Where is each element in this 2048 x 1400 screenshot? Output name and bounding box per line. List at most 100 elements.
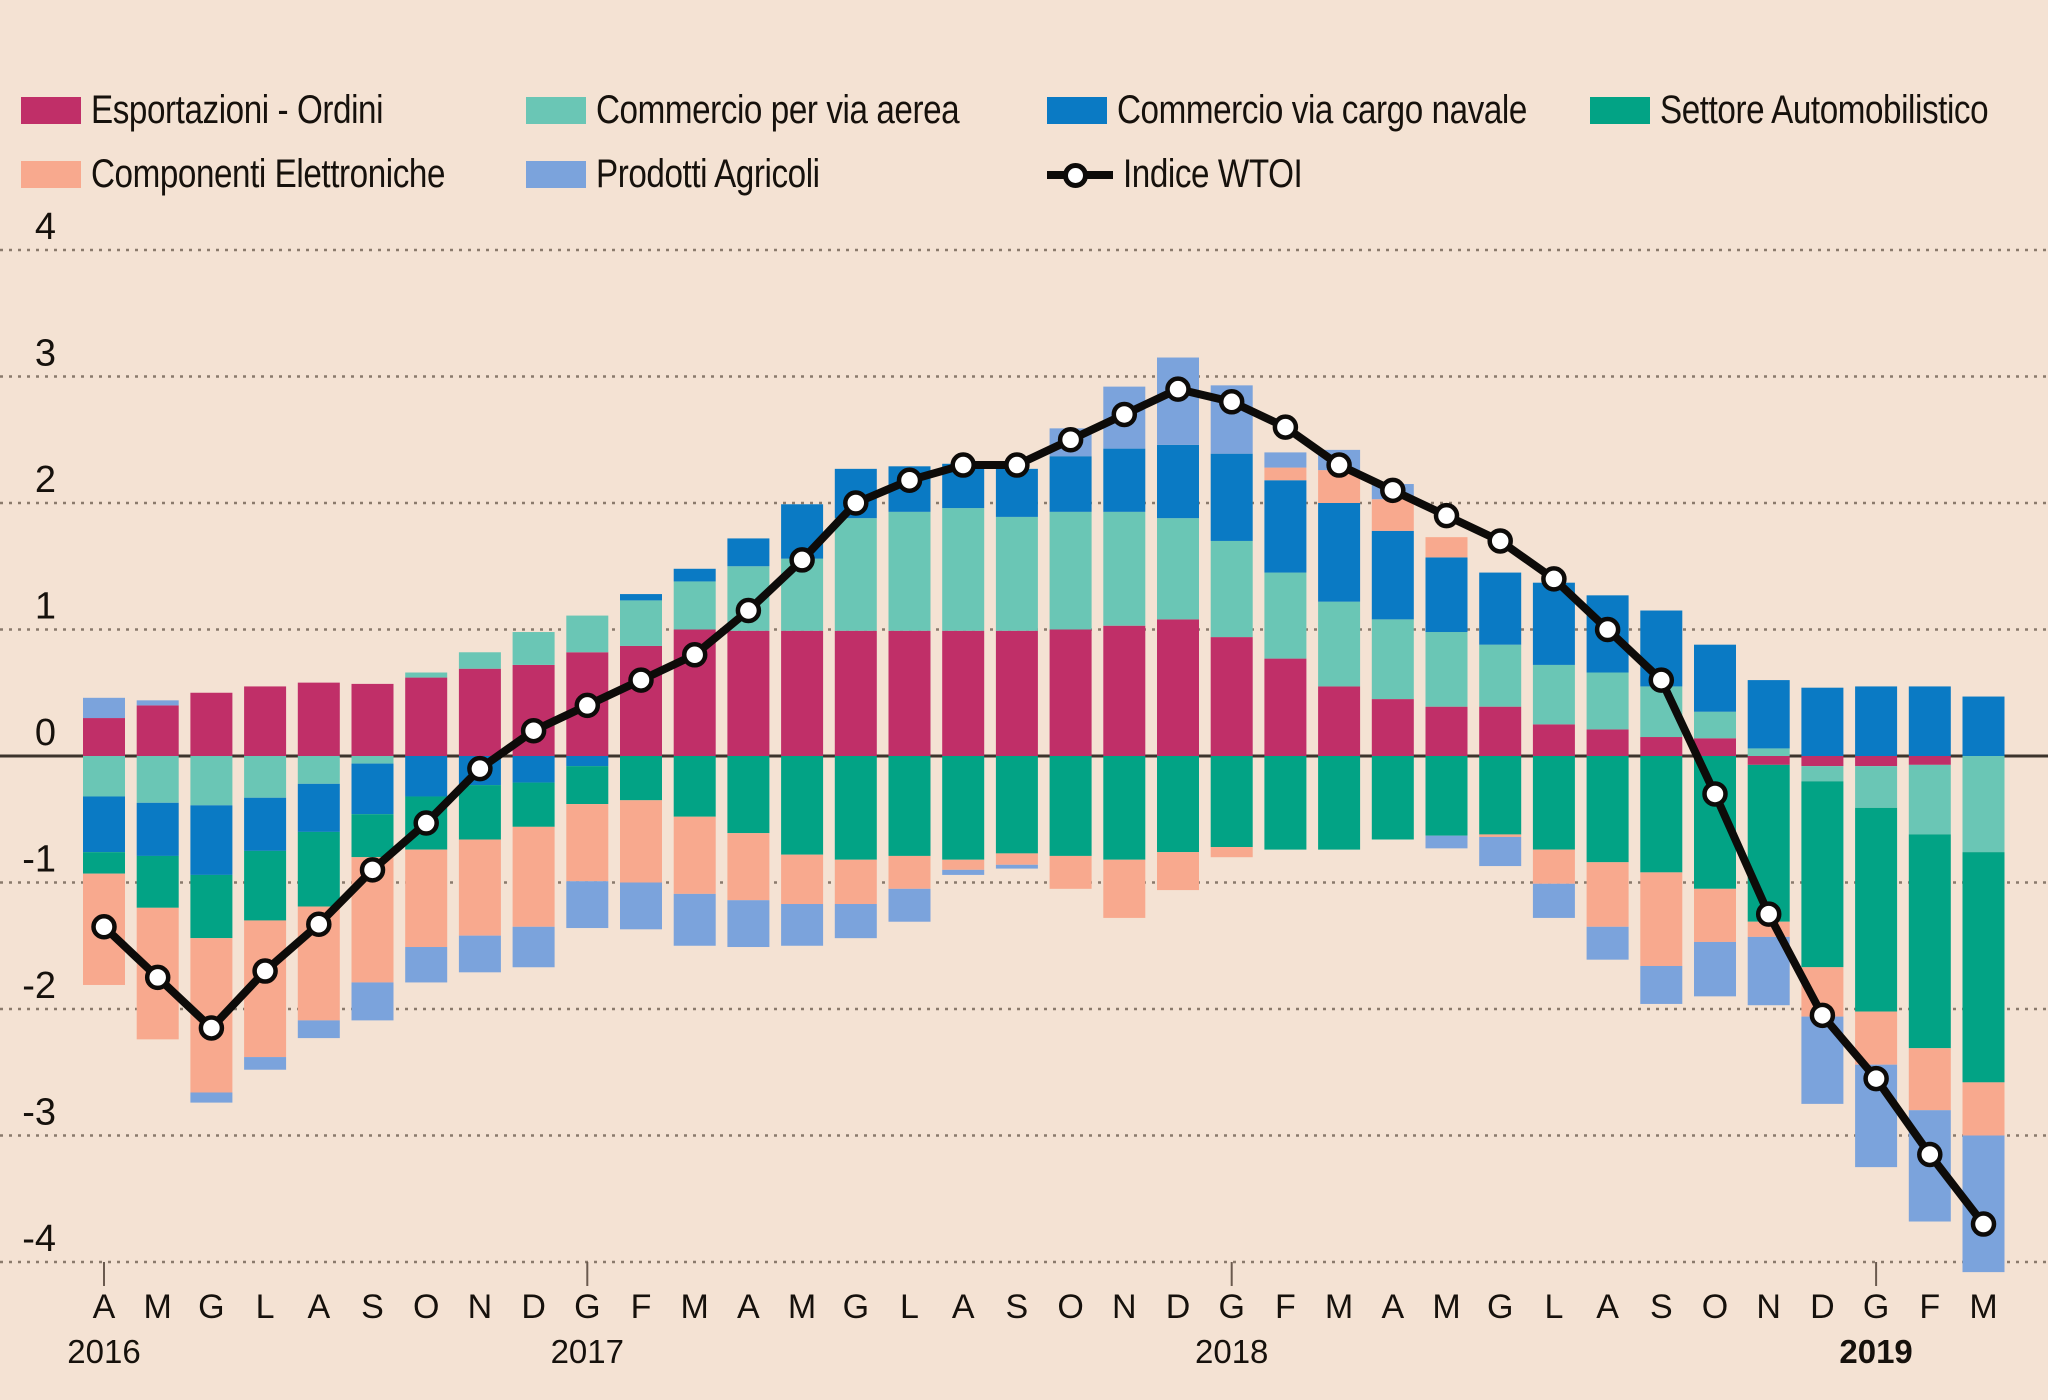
month-label: S: [1006, 1288, 1029, 1326]
bar-segment: [1962, 1082, 2005, 1136]
bar-segment: [1425, 835, 1468, 849]
bar-segment: [942, 630, 985, 756]
bar-segment: [1694, 941, 1736, 997]
bar-segment: [942, 756, 985, 860]
month-label: A: [93, 1288, 116, 1326]
month-label: N: [1756, 1288, 1781, 1326]
bar-segment: [458, 839, 501, 936]
bar-segment: [297, 682, 340, 756]
bar-segment: [136, 855, 179, 908]
bar-segment: [512, 756, 555, 783]
bar-segment: [1371, 756, 1414, 840]
y-axis-label: -1: [22, 839, 56, 881]
month-label: O: [413, 1288, 439, 1326]
month-label: M: [681, 1288, 709, 1326]
wtoi-marker: [413, 810, 439, 836]
wtoi-marker: [1272, 414, 1299, 440]
bar-segment: [888, 630, 931, 756]
bar-segment: [244, 686, 287, 756]
bar-segment: [405, 849, 448, 948]
bar-segment: [888, 888, 931, 922]
bar-segment: [1532, 883, 1575, 918]
bar-segment: [244, 797, 287, 851]
bar-segment: [727, 630, 770, 756]
bar-segment: [1264, 452, 1307, 468]
bar-segment: [620, 600, 662, 646]
month-label: L: [900, 1288, 919, 1326]
bar-segment: [405, 672, 448, 678]
bar-segment: [1586, 672, 1629, 730]
wtoi-marker: [1433, 502, 1460, 529]
bar-segment: [1049, 756, 1092, 856]
bar-segment: [512, 782, 555, 827]
month-label: M: [144, 1288, 172, 1326]
bar-segment: [1747, 756, 1790, 765]
wtoi-marker: [1111, 401, 1138, 428]
bar-segment: [1103, 625, 1146, 756]
bar-segment: [888, 511, 931, 631]
bar-segment: [1264, 480, 1307, 573]
year-label: 2018: [1195, 1333, 1268, 1370]
bar-segment: [351, 763, 394, 815]
month-label: S: [361, 1288, 384, 1326]
legend-item-settore-automobilistico: Settore Automobilistico: [1590, 87, 2048, 132]
bar-segment: [995, 756, 1038, 854]
bar-segment: [1532, 756, 1575, 850]
settore-automobilistico-swatch-icon: [1590, 96, 1650, 124]
y-axis-label: 0: [35, 712, 56, 754]
bar-segment: [136, 756, 179, 803]
bar-segment: [1157, 756, 1199, 853]
bar-segment: [1479, 756, 1522, 835]
bar-segment: [244, 850, 287, 921]
bar-segment: [1425, 557, 1468, 633]
bar-segment: [458, 668, 501, 756]
bar-segment: [566, 766, 609, 805]
month-label: G: [1218, 1288, 1244, 1326]
bar-segment: [1908, 834, 1951, 1049]
bar-segment: [83, 852, 125, 874]
wtoi-marker: [843, 490, 869, 516]
bar-segment: [566, 756, 609, 767]
esportazioni-swatch-icon: [21, 96, 81, 124]
wtoi-marker: [1165, 376, 1191, 402]
y-axis-label: -2: [22, 965, 56, 1007]
bar-segment: [1157, 619, 1199, 756]
month-label: G: [1487, 1288, 1513, 1326]
bar-segment: [351, 756, 394, 764]
wtoi-marker: [789, 547, 815, 573]
wtoi-marker: [1594, 616, 1621, 643]
bar-segment: [1157, 518, 1199, 620]
bar-segment: [136, 705, 179, 756]
bar-segment: [673, 581, 716, 630]
bar-segment: [1318, 503, 1361, 602]
bar-segment: [673, 893, 716, 946]
bar-segment: [620, 882, 662, 930]
legend-item-indice-wtoi: Indice WTOI: [1047, 152, 1339, 196]
bar-segment: [1103, 511, 1146, 626]
bar-segment: [297, 783, 340, 832]
bar-segment: [1694, 738, 1736, 756]
bar-segment: [244, 1057, 287, 1070]
wtoi-marker: [91, 914, 117, 940]
bar-segment: [834, 904, 877, 939]
legend-label: Commercio via cargo navale: [1117, 87, 1527, 132]
bar-segment: [1479, 572, 1522, 645]
wtoi-marker: [252, 958, 278, 984]
bar-segment: [888, 756, 931, 856]
bar-segment: [834, 518, 877, 631]
bar-segment: [1747, 680, 1790, 749]
bar-segment: [1640, 756, 1683, 873]
bar-segment: [1049, 855, 1092, 889]
bar-segment: [834, 756, 877, 860]
bar-segment: [297, 831, 340, 907]
wtoi-marker: [1755, 901, 1782, 927]
legend-label: Commercio per via aerea: [596, 87, 960, 132]
bar-segment: [834, 859, 877, 905]
bar-segment: [942, 869, 985, 875]
bar-segment: [1210, 453, 1253, 541]
wtoi-marker: [1326, 452, 1352, 478]
bar-segment: [781, 630, 824, 756]
bar-segment: [942, 508, 985, 631]
legend-label: Settore Automobilistico: [1660, 87, 1989, 132]
bar-segment: [351, 982, 394, 1021]
